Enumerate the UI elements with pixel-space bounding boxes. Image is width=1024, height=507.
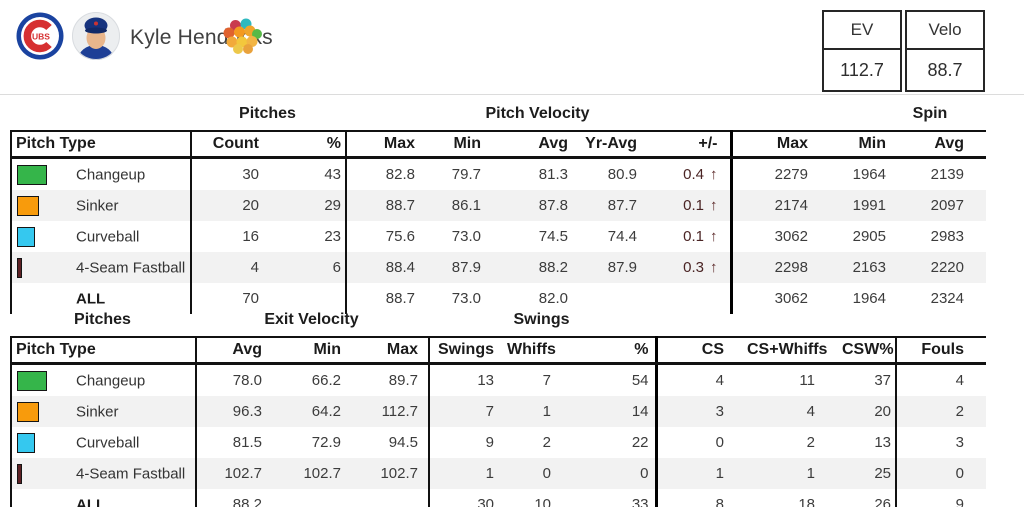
pitch-name: 4-Seam Fastball	[76, 465, 186, 482]
pitch-name: Sinker	[76, 197, 119, 214]
pitch-name: Curveball	[76, 228, 140, 245]
pitch-name: Changeup	[76, 372, 146, 389]
col-velo-avg: Avg	[489, 130, 573, 159]
column-header-row: Pitch Type Avg Min Max Swings Whiffs % C…	[10, 336, 986, 365]
col-pitch-type: Pitch Type	[10, 336, 197, 365]
col-yr-avg: Yr-Avg	[573, 130, 646, 159]
pitch-color-swatch	[17, 257, 22, 278]
player-avatar	[72, 12, 120, 60]
pitch-color-swatch	[17, 432, 35, 453]
col-pct: %	[281, 130, 347, 159]
col-swings: Swings	[429, 336, 506, 365]
pitch-color-swatch	[17, 195, 39, 216]
col-ev-avg: Avg	[196, 336, 276, 365]
velo-value: 88.7	[927, 60, 963, 80]
table-row-all: ALL 88.2 30 10 33 8 18 26 9	[10, 489, 986, 507]
pitch-name: ALL	[76, 496, 106, 507]
header-divider	[0, 94, 1024, 95]
table-row-changeup: Changeup 30 43 82.8 79.7 81.3 80.9 0.4 ↑ …	[10, 157, 986, 190]
table-row-4seam: 4-Seam Fastball 102.7 102.7 102.7 1 0 0 …	[10, 458, 986, 489]
col-whiffs: Whiffs	[506, 336, 586, 365]
pitch-color-swatch	[17, 401, 39, 422]
cubs-logo-icon: UBS	[16, 12, 64, 60]
pitch-name: Sinker	[76, 403, 119, 420]
table-row-curveball: Curveball 81.5 72.9 94.5 9 2 22 0 2 13 3	[10, 427, 986, 458]
velo-label: Velo	[907, 12, 983, 50]
col-velo-min: Min	[421, 130, 489, 159]
pitch-color-swatch	[17, 370, 47, 391]
pitch-name: Curveball	[76, 434, 140, 451]
table-row-sinker: Sinker 96.3 64.2 112.7 7 1 14 3 4 20 2	[10, 396, 986, 427]
velocity-delta-cell: 0.1 ↑	[646, 190, 733, 221]
col-ev-min: Min	[276, 336, 351, 365]
table-row-4seam: 4-Seam Fastball 4 6 88.4 87.9 88.2 87.9 …	[10, 252, 986, 283]
col-spin-min: Min	[816, 130, 896, 159]
col-csw-pct: CSW%	[841, 336, 897, 365]
col-ev-max: Max	[351, 336, 430, 365]
group-pitch-velocity: Pitch Velocity	[485, 105, 590, 122]
velocity-delta-cell: 0.4 ↑	[646, 157, 733, 190]
group-pitches: Pitches	[239, 105, 296, 122]
col-cs-whiffs: CS+Whiffs	[746, 336, 841, 365]
col-velo-max: Max	[346, 130, 421, 159]
col-count: Count	[191, 130, 281, 159]
trend-up-icon: ↑	[710, 259, 718, 276]
table-row-all: ALL 70 88.7 73.0 82.0 3062 1964 2324	[10, 283, 986, 314]
velocity-delta-cell: 0.1 ↑	[646, 221, 733, 252]
col-spin-avg: Avg	[896, 130, 986, 159]
col-cs: CS	[656, 336, 746, 365]
trend-up-icon: ↑	[710, 228, 718, 245]
column-header-row: Pitch Type Count % Max Min Avg Yr-Avg +/…	[10, 130, 986, 159]
pitch-cluster-icon[interactable]	[221, 15, 263, 57]
group-spin: Spin	[912, 105, 948, 122]
table-row-curveball: Curveball 16 23 75.6 73.0 74.5 74.4 0.1 ↑…	[10, 221, 986, 252]
ev-value: 112.7	[840, 60, 884, 80]
col-pitch-type: Pitch Type	[10, 130, 192, 159]
ev-label: EV	[824, 12, 900, 50]
pitch-color-swatch	[17, 226, 35, 247]
ev-stat-box: EV 112.7	[822, 10, 902, 92]
swing-results-table: Pitches Exit Velocity Swings Pitch Type …	[10, 308, 986, 507]
pitch-name: 4-Seam Fastball	[76, 259, 186, 276]
pitch-name: ALL	[76, 290, 106, 308]
table-row-sinker: Sinker 20 29 88.7 86.1 87.8 87.7 0.1 ↑ 21…	[10, 190, 986, 221]
table-row-changeup: Changeup 78.0 66.2 89.7 13 7 54 4 11 37 …	[10, 363, 986, 396]
group-header-row: Pitches Pitch Velocity Spin	[10, 102, 985, 130]
col-whiff-pct: %	[586, 336, 658, 365]
group-swings: Swings	[513, 311, 570, 328]
pitch-color-swatch	[17, 463, 22, 484]
velo-stat-box: Velo 88.7	[905, 10, 985, 92]
col-fouls: Fouls	[896, 336, 986, 365]
col-plus-minus: +/-	[646, 130, 733, 159]
velocity-delta-cell: 0.3 ↑	[646, 252, 733, 283]
velocity-delta-cell	[646, 283, 733, 314]
group-exit-velocity: Exit Velocity	[264, 311, 359, 328]
pitch-velocity-spin-table: Pitches Pitch Velocity Spin Pitch Type C…	[10, 102, 986, 314]
pitch-color-swatch	[17, 164, 47, 185]
group-pitches: Pitches	[74, 311, 131, 328]
group-header-row: Pitches Exit Velocity Swings	[10, 308, 985, 336]
col-spin-max: Max	[731, 130, 816, 159]
pitch-name: Changeup	[76, 166, 146, 183]
svg-text:UBS: UBS	[32, 32, 50, 42]
trend-up-icon: ↑	[710, 166, 718, 183]
trend-up-icon: ↑	[710, 197, 718, 214]
